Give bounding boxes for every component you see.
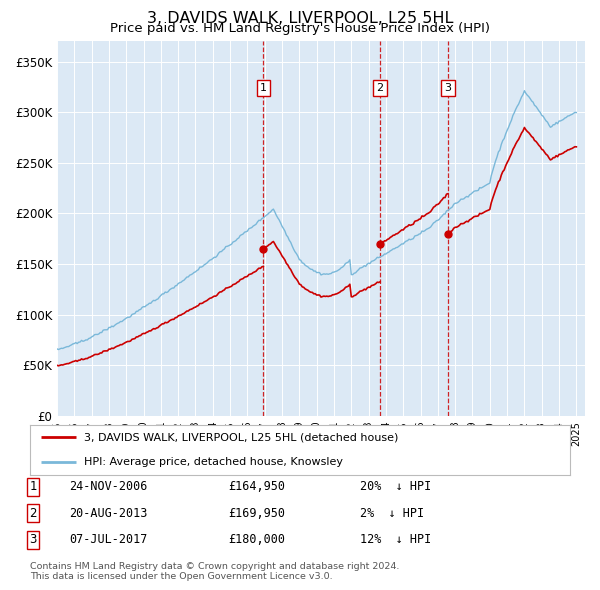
Text: 20%  ↓ HPI: 20% ↓ HPI bbox=[360, 480, 431, 493]
Text: £164,950: £164,950 bbox=[228, 480, 285, 493]
Text: Price paid vs. HM Land Registry's House Price Index (HPI): Price paid vs. HM Land Registry's House … bbox=[110, 22, 490, 35]
Text: HPI: Average price, detached house, Knowsley: HPI: Average price, detached house, Know… bbox=[84, 457, 343, 467]
Text: 2%  ↓ HPI: 2% ↓ HPI bbox=[360, 507, 424, 520]
Text: 3: 3 bbox=[445, 83, 451, 93]
Text: 1: 1 bbox=[29, 480, 37, 493]
Text: 24-NOV-2006: 24-NOV-2006 bbox=[69, 480, 148, 493]
Text: 20-AUG-2013: 20-AUG-2013 bbox=[69, 507, 148, 520]
Text: £180,000: £180,000 bbox=[228, 533, 285, 546]
Text: 3: 3 bbox=[29, 533, 37, 546]
Text: Contains HM Land Registry data © Crown copyright and database right 2024.
This d: Contains HM Land Registry data © Crown c… bbox=[30, 562, 400, 581]
Text: 2: 2 bbox=[29, 507, 37, 520]
Text: 2: 2 bbox=[377, 83, 384, 93]
Text: 3, DAVIDS WALK, LIVERPOOL, L25 5HL: 3, DAVIDS WALK, LIVERPOOL, L25 5HL bbox=[147, 11, 453, 25]
Text: 3, DAVIDS WALK, LIVERPOOL, L25 5HL (detached house): 3, DAVIDS WALK, LIVERPOOL, L25 5HL (deta… bbox=[84, 432, 398, 442]
Text: 12%  ↓ HPI: 12% ↓ HPI bbox=[360, 533, 431, 546]
Text: 1: 1 bbox=[260, 83, 267, 93]
Text: £169,950: £169,950 bbox=[228, 507, 285, 520]
Text: 07-JUL-2017: 07-JUL-2017 bbox=[69, 533, 148, 546]
